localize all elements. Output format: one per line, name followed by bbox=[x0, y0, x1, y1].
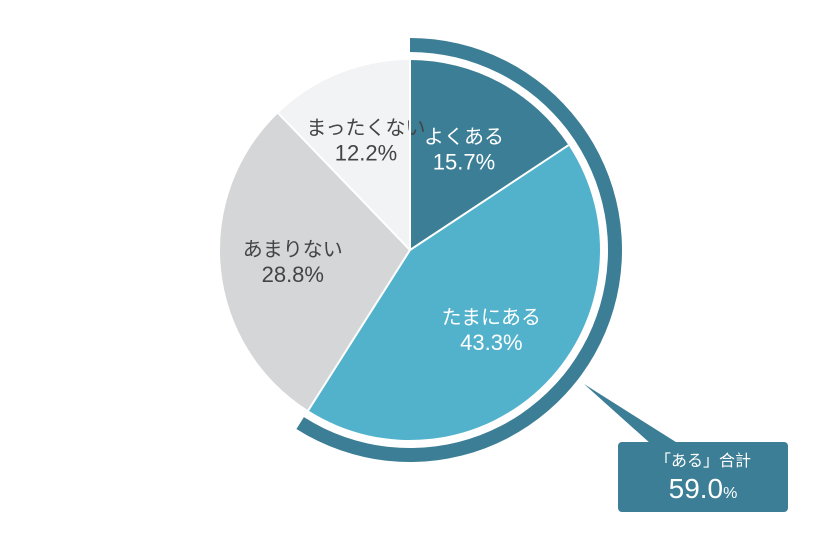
slice-label-pct: 12.2% bbox=[335, 141, 397, 166]
slice-label-pct: 43.3% bbox=[460, 330, 522, 355]
pie-chart-container: { "chart": { "type": "pie", "center": { … bbox=[0, 0, 840, 540]
slice-label-pct: 15.7% bbox=[433, 150, 495, 175]
slice-label-text: よくある bbox=[424, 127, 504, 149]
pie-chart-svg: よくある15.7% たまにある43.3% あまりない28.8% まったくない12.2%… bbox=[0, 0, 840, 540]
slice-label-pct: 28.8% bbox=[262, 262, 324, 287]
callout-title: 「ある」合計 bbox=[655, 452, 751, 470]
callout-unit: % bbox=[723, 485, 737, 502]
slice-label-text: まったくない bbox=[306, 118, 425, 140]
callout-value: 59.0 bbox=[669, 473, 724, 504]
slice-label-text: たまにある bbox=[442, 307, 541, 329]
callout-pointer bbox=[584, 384, 679, 444]
slice-label: よくある15.7% bbox=[424, 127, 504, 175]
slice-label-text: あまりない bbox=[243, 239, 343, 261]
